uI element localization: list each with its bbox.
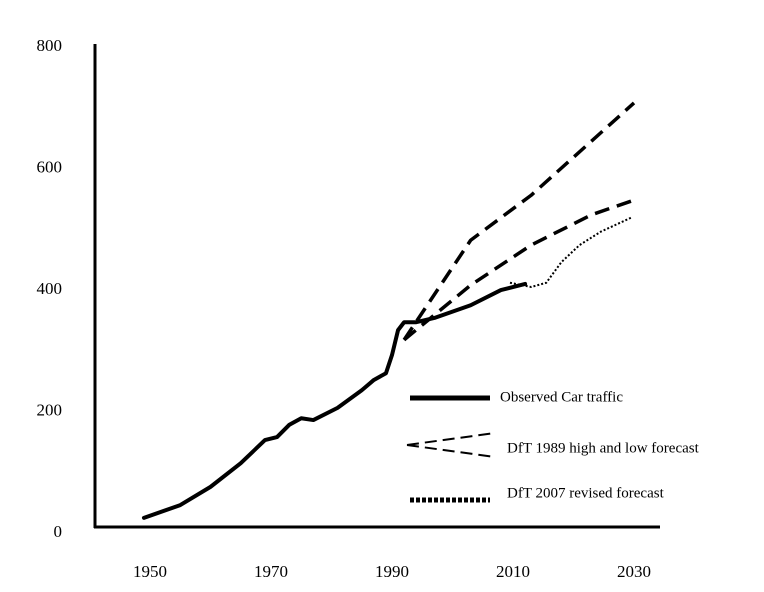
series-line — [402, 198, 635, 342]
y-tick-label: 200 — [37, 400, 63, 419]
x-tick-label: 2030 — [617, 562, 651, 581]
y-tick-label: 400 — [37, 279, 63, 298]
y-tick-label: 800 — [37, 36, 63, 55]
legend-label: DfT 2007 revised forecast — [507, 485, 665, 501]
series-line — [402, 101, 636, 341]
legend-swatch — [406, 444, 496, 458]
x-tick-label: 1970 — [254, 562, 288, 581]
y-tick-label: 0 — [54, 522, 63, 541]
legend-box — [400, 380, 760, 510]
series-line — [509, 216, 632, 288]
y-tick-label: 600 — [37, 157, 63, 176]
legend-label: DfT 1989 high and low forecast — [507, 440, 700, 456]
legend: Observed Car traffic DfT 1989 high and lo… — [400, 380, 760, 510]
legend-label: Observed Car traffic — [500, 389, 623, 405]
x-tick-label: 1990 — [375, 562, 409, 581]
legend-swatch — [406, 432, 496, 446]
x-tick-label: 1950 — [133, 562, 167, 581]
x-tick-label: 2010 — [496, 562, 530, 581]
